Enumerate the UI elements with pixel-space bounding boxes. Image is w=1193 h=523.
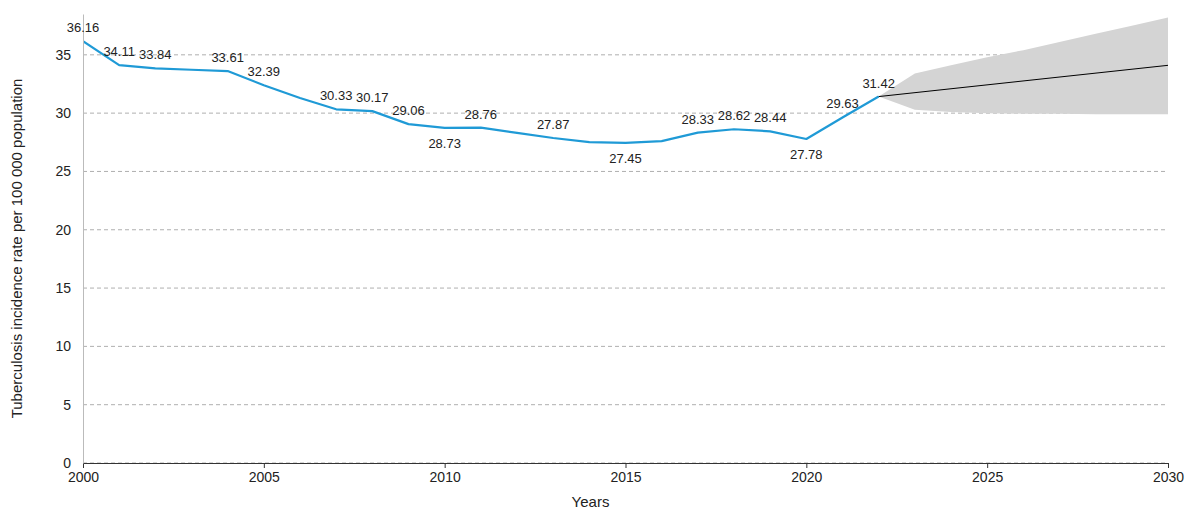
y-tick-label: 15 xyxy=(55,280,71,296)
y-tick-label: 0 xyxy=(63,455,71,471)
y-tick: 25 xyxy=(55,163,83,179)
x-tick-mark xyxy=(1168,463,1169,468)
grid-line xyxy=(83,346,1168,347)
plot: 2000200520102015202020252030051015202530… xyxy=(55,15,1184,485)
data-label: 29.06 xyxy=(392,103,425,118)
x-tick-mark xyxy=(626,463,627,468)
y-tick: 30 xyxy=(55,105,83,121)
grid-line xyxy=(83,404,1168,405)
data-label: 28.73 xyxy=(428,136,461,151)
grid xyxy=(83,55,1168,463)
data-label: 33.84 xyxy=(139,47,172,62)
x-tick-mark xyxy=(83,463,84,468)
incidence-line xyxy=(83,41,879,143)
data-label: 28.62 xyxy=(718,108,751,123)
x-tick-mark xyxy=(806,463,807,468)
y-tick: 10 xyxy=(55,338,83,354)
data-label: 27.45 xyxy=(609,151,642,166)
data-label: 28.44 xyxy=(754,110,787,125)
y-tick-label: 35 xyxy=(55,47,71,63)
x-tick-mark xyxy=(264,463,265,468)
data-label: 36.16 xyxy=(67,20,100,35)
y-axis-line xyxy=(83,15,84,464)
data-label: 31.42 xyxy=(862,76,895,91)
data-label: 28.76 xyxy=(465,107,498,122)
y-tick-label: 10 xyxy=(55,338,71,354)
x-tick: 2015 xyxy=(610,463,641,485)
data-label: 30.17 xyxy=(356,90,389,105)
x-tick: 2025 xyxy=(972,463,1003,485)
y-tick-label: 30 xyxy=(55,105,71,121)
x-tick-label: 2030 xyxy=(1153,469,1184,485)
x-tick-label: 2000 xyxy=(68,469,99,485)
data-label: 30.33 xyxy=(320,88,353,103)
x-tick-label: 2020 xyxy=(791,469,822,485)
y-tick-label: 20 xyxy=(55,222,71,238)
x-axis-line xyxy=(84,464,1169,469)
y-tick-label: 5 xyxy=(63,397,71,413)
grid-line xyxy=(83,288,1168,289)
y-tick: 15 xyxy=(55,280,83,296)
grid-line xyxy=(83,171,1168,172)
y-axis: 0 5 10 15 20 25 30 35 xyxy=(55,15,83,471)
data-label: 27.87 xyxy=(537,117,570,132)
data-label: 29.63 xyxy=(826,96,859,111)
x-tick: 2005 xyxy=(249,463,280,485)
data-label: 27.78 xyxy=(790,147,823,162)
data-label: 34.11 xyxy=(103,44,135,59)
x-tick-mark xyxy=(987,463,988,468)
y-tick: 5 xyxy=(63,397,83,413)
y-tick: 20 xyxy=(55,222,83,238)
grid-line xyxy=(83,229,1168,230)
x-tick: 2020 xyxy=(791,463,822,485)
y-axis-title: Tuberculosis incidence rate per 100 000 … xyxy=(8,79,25,419)
data-labels: 36.1634.11 33.84 33.61 32.39 30.3330.1729.06… xyxy=(67,20,895,166)
x-axis: 2000 2005 2010 2015 2020 2025 2030 xyxy=(68,463,1184,485)
marks xyxy=(83,17,1168,142)
x-tick-label: 2015 xyxy=(610,469,641,485)
x-tick: 2030 xyxy=(1153,463,1184,485)
projection-line xyxy=(879,65,1168,96)
y-tick-label: 25 xyxy=(55,163,71,179)
data-label: 32.39 xyxy=(248,64,281,79)
chart: 2000200520102015202020252030051015202530… xyxy=(0,0,1193,523)
x-tick: 2010 xyxy=(430,463,461,485)
x-tick-label: 2005 xyxy=(249,469,280,485)
y-tick: 35 xyxy=(55,47,83,63)
x-tick-mark xyxy=(445,463,446,468)
x-tick: 2000 xyxy=(68,463,99,485)
data-label: 33.61 xyxy=(211,50,244,65)
data-label: 28.33 xyxy=(682,112,715,127)
y-tick: 0 xyxy=(63,455,83,471)
x-tick-label: 2025 xyxy=(972,469,1003,485)
uncertainty-band xyxy=(879,17,1168,114)
x-tick-label: 2010 xyxy=(430,469,461,485)
x-axis-title: Years xyxy=(572,493,610,510)
